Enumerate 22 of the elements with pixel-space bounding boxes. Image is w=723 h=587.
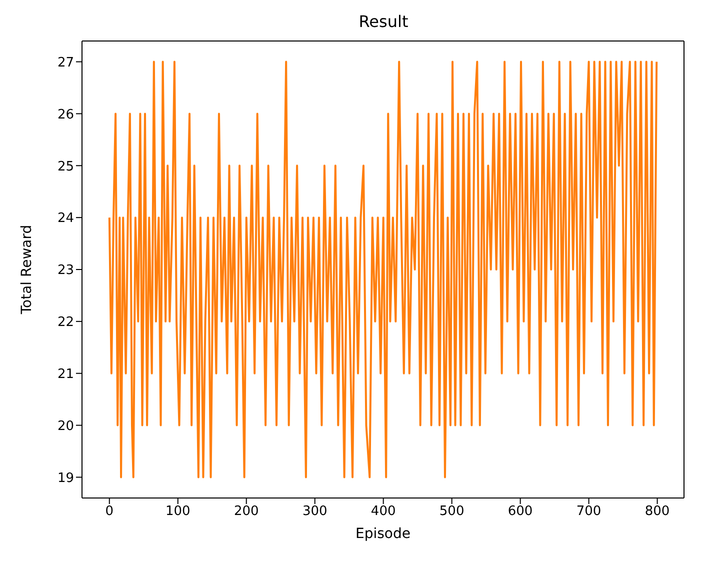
chart-title: Result <box>358 12 410 31</box>
y-tick-label: 25 <box>57 159 74 174</box>
x-tick-label: 300 <box>302 504 328 520</box>
y-tick-label: 23 <box>57 263 74 278</box>
x-tick-label: 0 <box>105 504 114 520</box>
x-axis-title: Episode <box>356 526 410 542</box>
x-tick-label: 400 <box>370 504 396 520</box>
x-tick-label: 500 <box>439 504 464 520</box>
x-tick-label: 100 <box>165 504 190 520</box>
y-tick-label: 26 <box>57 107 74 122</box>
x-tick-label: 200 <box>234 504 259 520</box>
x-tick-label: 800 <box>644 504 670 520</box>
y-tick-label: 20 <box>57 418 74 434</box>
x-tick-label: 700 <box>576 504 602 520</box>
y-tick-label: 27 <box>57 55 74 70</box>
y-tick-label: 24 <box>57 211 74 226</box>
y-tick-label: 21 <box>57 366 74 382</box>
x-tick-label: 600 <box>508 504 533 520</box>
y-tick-label: 22 <box>57 315 74 330</box>
y-tick-label: 19 <box>57 470 74 486</box>
y-axis-title: Total Reward <box>18 224 35 316</box>
line-series <box>108 60 658 478</box>
